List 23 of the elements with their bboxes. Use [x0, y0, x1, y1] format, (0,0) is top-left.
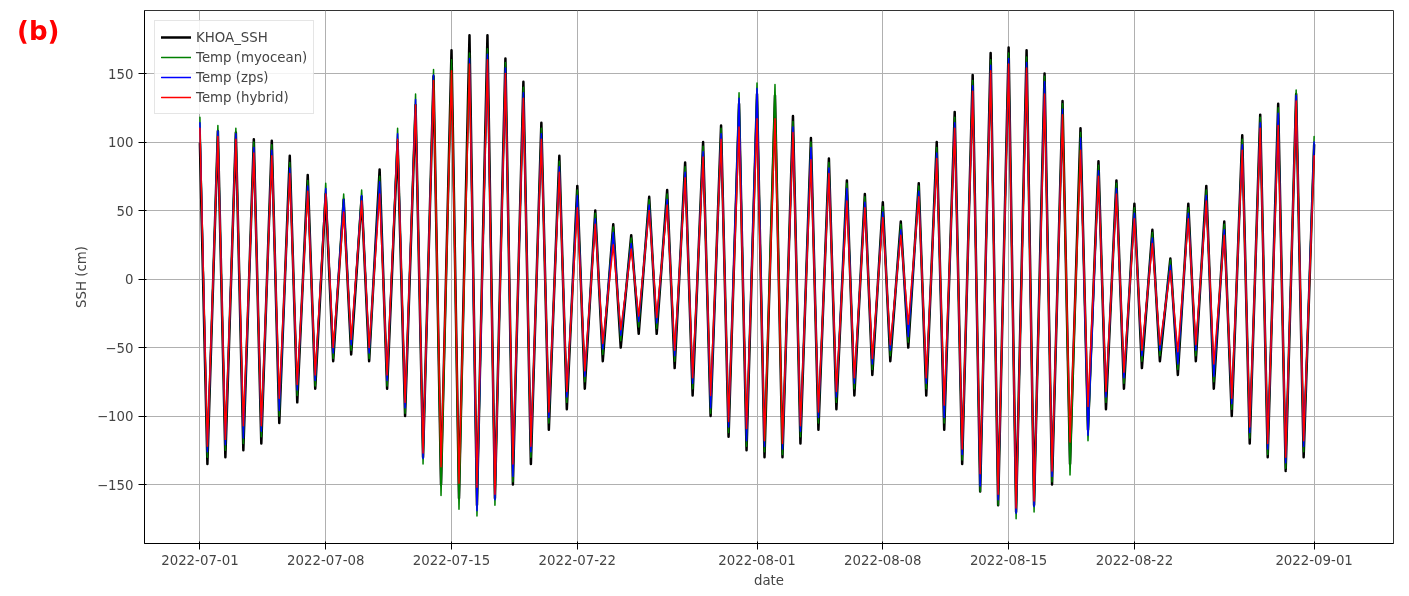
- y-tick-label: 50: [116, 203, 134, 219]
- legend-label: Temp (myocean): [196, 49, 308, 65]
- x-axis-title: date: [753, 572, 785, 588]
- y-tick-label: −100: [96, 409, 134, 425]
- x-tick-label: 2022-07-22: [538, 552, 617, 568]
- y-tick-label: 0: [125, 272, 134, 288]
- legend-label: KHOA_SSH: [196, 29, 268, 45]
- text: (b): [17, 15, 60, 48]
- y-axis-title: SSH (cm): [73, 246, 89, 308]
- y-tick-label: 150: [108, 66, 134, 82]
- x-tick-label: 2022-07-15: [412, 552, 491, 568]
- x-tick-label: 2022-08-15: [969, 552, 1048, 568]
- x-tick-label: 2022-08-01: [718, 552, 796, 568]
- y-tick-label: −50: [105, 340, 134, 356]
- y-tick-label: −150: [96, 477, 134, 493]
- x-tick-label: 2022-07-01: [161, 552, 239, 568]
- x-tick-label: 2022-09-01: [1275, 552, 1353, 568]
- legend-label: Temp (hybrid): [196, 89, 289, 105]
- legend-label: Temp (zps): [196, 69, 269, 85]
- y-tick-label: 100: [108, 135, 134, 151]
- x-tick-label: 2022-07-08: [286, 552, 365, 568]
- x-tick-label: 2022-08-22: [1095, 552, 1174, 568]
- x-tick-label: 2022-08-08: [844, 552, 922, 568]
